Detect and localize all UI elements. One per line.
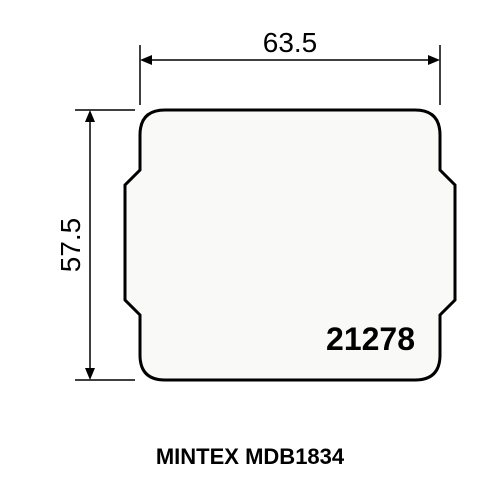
height-value: 57.5 [55,218,86,273]
brake-pad-svg: 63.5 57.5 21278 [20,20,480,400]
left-dimension: 57.5 [55,110,135,380]
width-value: 63.5 [263,27,318,58]
brand-name: MINTEX [156,444,239,469]
brake-pad-shape: 21278 [125,110,455,380]
brand-label: MINTEX MDB1834 [0,444,500,470]
brand-model: MDB1834 [245,444,344,469]
technical-diagram: 63.5 57.5 21278 [20,20,480,400]
part-number: 21278 [326,321,415,357]
top-dimension: 63.5 [140,27,440,105]
